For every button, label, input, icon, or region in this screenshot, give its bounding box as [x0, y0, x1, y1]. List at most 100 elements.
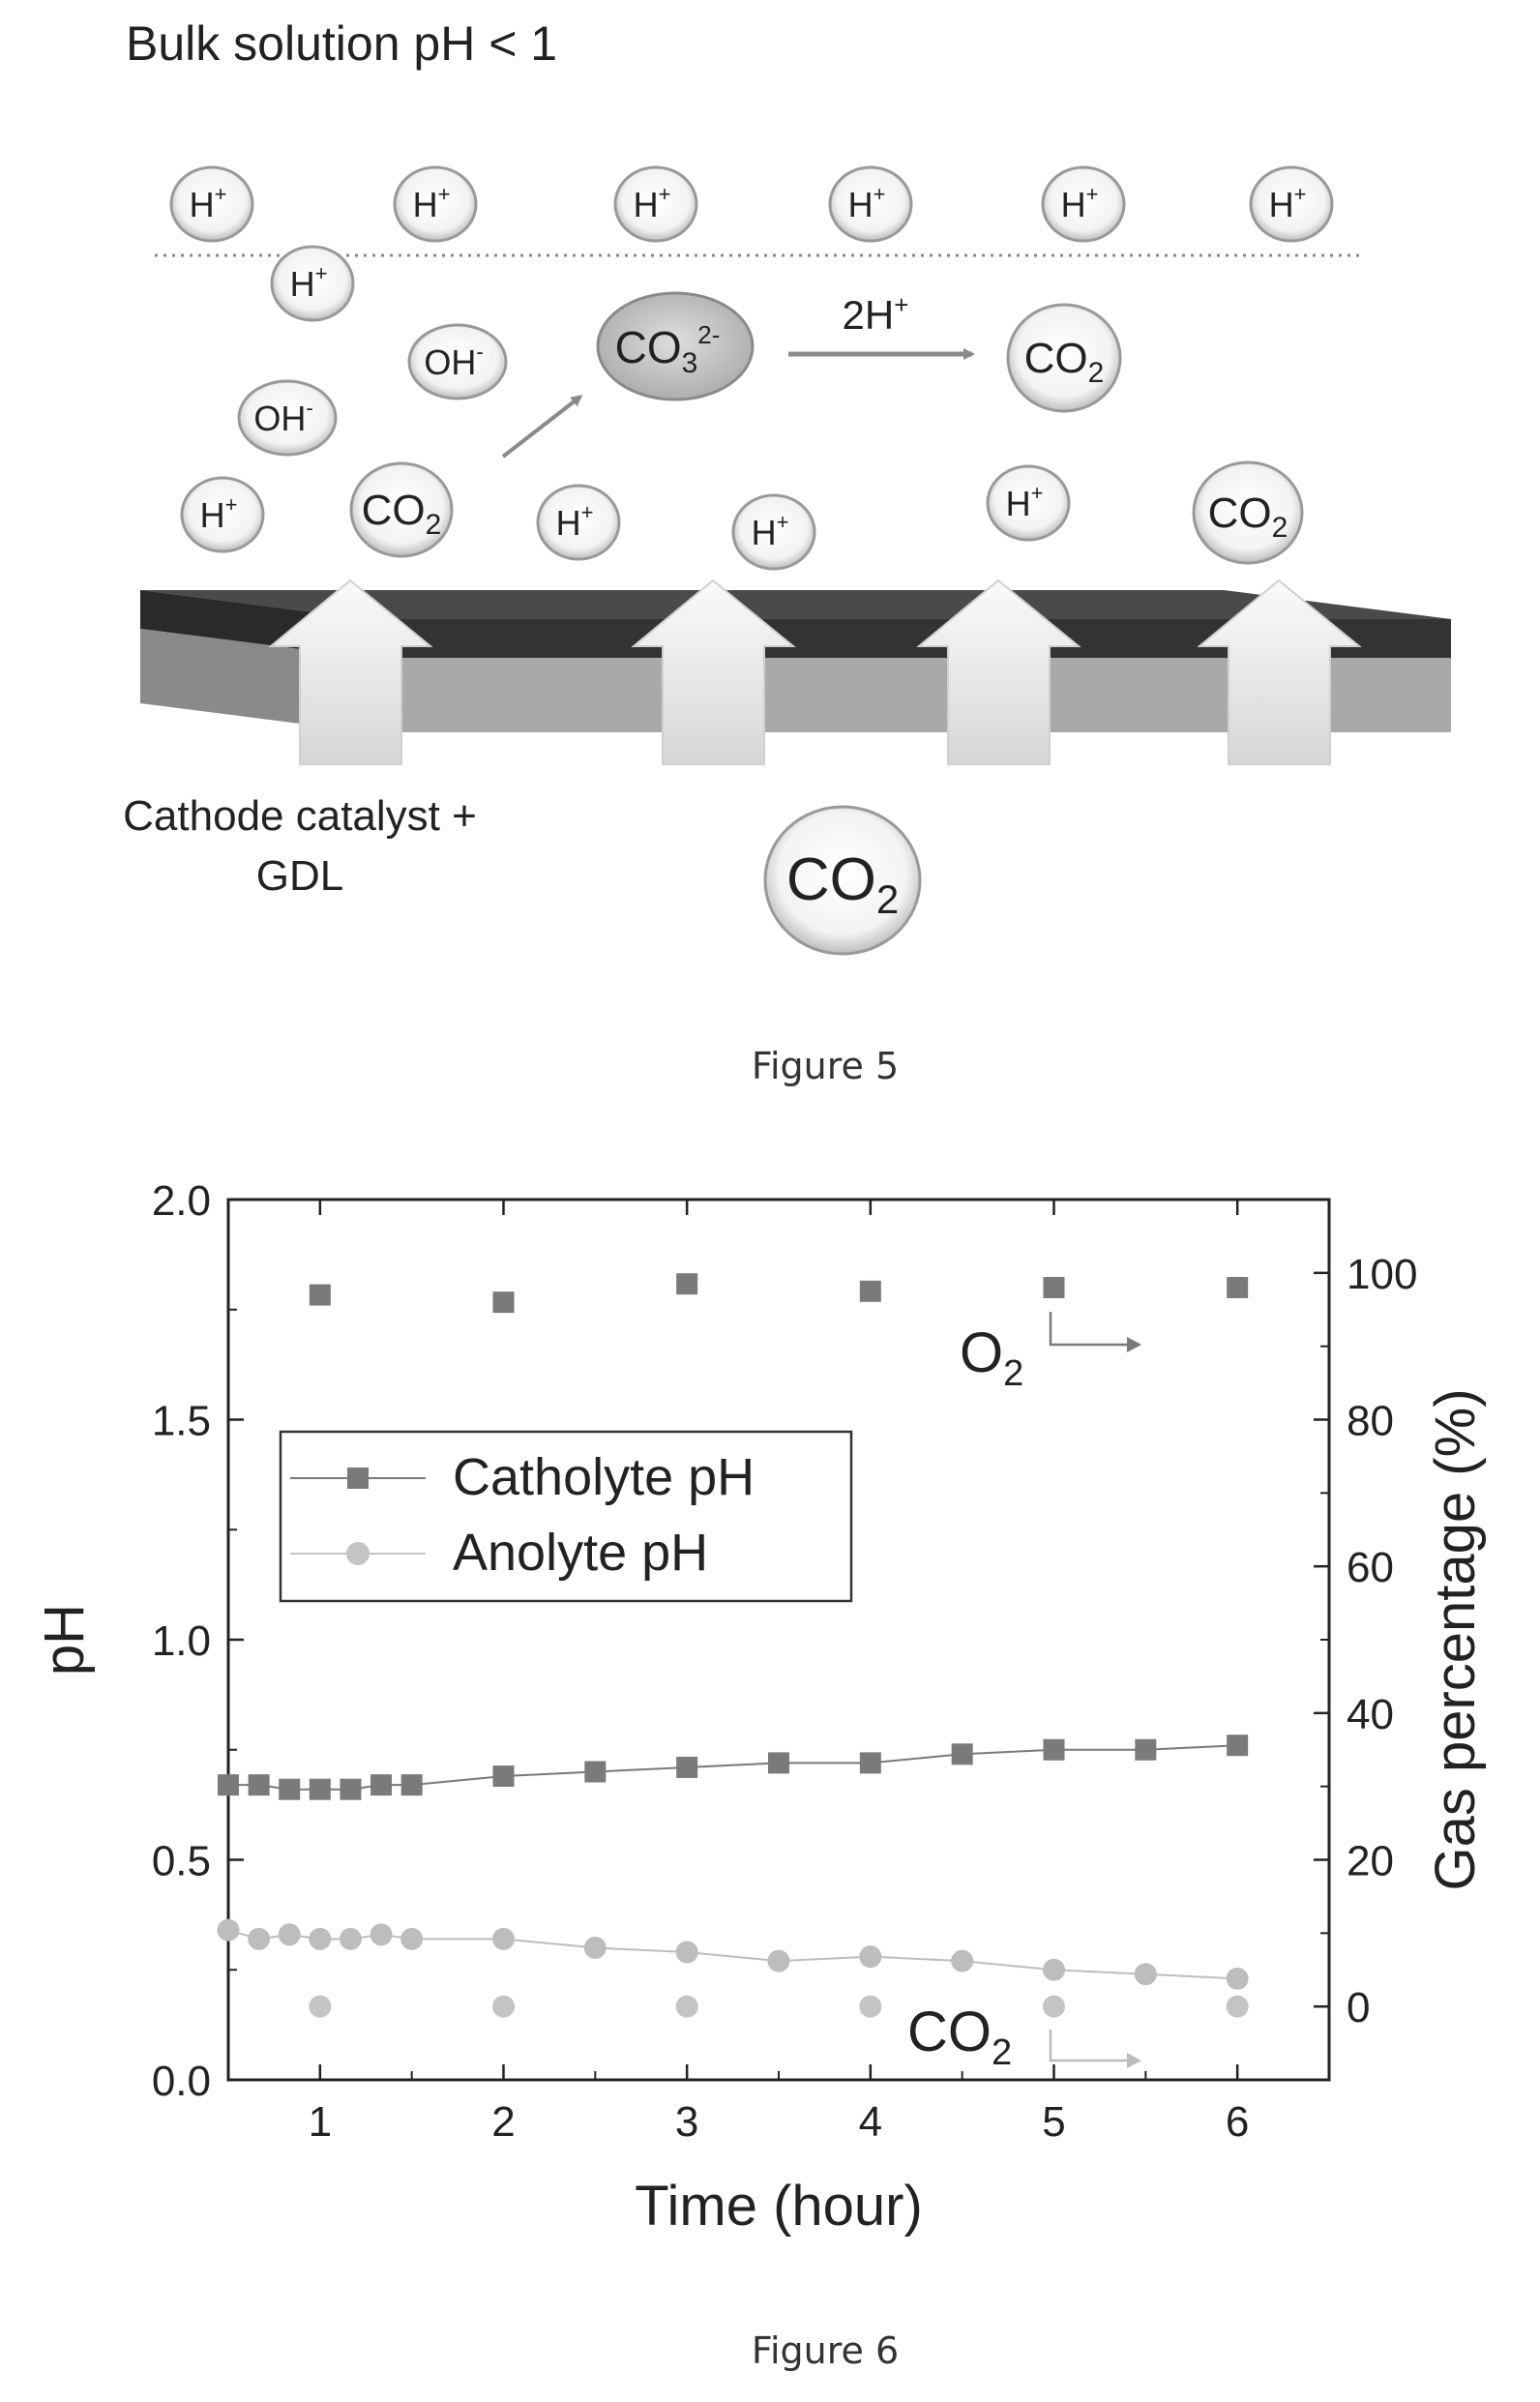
data-point	[1134, 1963, 1157, 1986]
data-point	[675, 1941, 698, 1964]
cathode-label-line2: GDL	[256, 852, 343, 900]
co2-molecule: CO2	[1006, 303, 1122, 413]
series-anolyte-ph	[217, 1918, 1249, 1990]
data-point	[859, 1945, 882, 1969]
svg-text:H+: H+	[290, 261, 328, 304]
gdl-layer-side	[368, 658, 1451, 732]
series-catholyte-ph	[218, 1735, 1249, 1800]
svg-text:H+: H+	[1061, 182, 1099, 224]
catalyst-layer-side	[368, 619, 1451, 658]
y2-tick-label: 20	[1347, 1838, 1394, 1885]
legend-catholyte-marker	[347, 1468, 369, 1489]
x-tick-label: 2	[491, 2098, 515, 2146]
proton-ion: H+	[731, 493, 816, 571]
data-point	[248, 1927, 271, 1950]
y-tick-label: 0.5	[152, 1838, 211, 1885]
x-tick-label: 3	[675, 2098, 698, 2146]
svg-text:CO2: CO2	[1208, 489, 1288, 544]
co2-molecule: CO2	[763, 805, 922, 956]
data-point	[400, 1927, 424, 1950]
y2-axis-label: Gas percentage (%)	[1424, 1388, 1487, 1890]
legend-anolyte-marker	[346, 1542, 370, 1565]
proton-ion: H+	[180, 476, 265, 553]
figure-5-caption: Figure 5	[752, 1045, 899, 1087]
o2-axis-arrow	[1049, 1312, 1127, 1347]
data-point	[1227, 1735, 1249, 1757]
co2-supply-arrow	[1197, 578, 1362, 765]
bulk-solution-label: Bulk solution pH < 1	[126, 16, 557, 71]
co2-to-carbonate-arrow	[501, 395, 583, 459]
svg-text:CO2: CO2	[362, 487, 442, 541]
proton-ion: H+	[986, 464, 1071, 542]
proton-group: H+ H+ H+ H+ H+ H+ H+ H+ H+ H+ H+	[169, 165, 1334, 571]
x-tick-label: 1	[309, 2098, 332, 2146]
svg-text:H+: H+	[413, 182, 451, 224]
y-tick-label: 0.0	[152, 2058, 211, 2105]
data-point	[492, 1291, 515, 1314]
data-point	[584, 1761, 607, 1783]
data-point	[218, 1774, 239, 1796]
data-point	[309, 1778, 331, 1800]
figure-5: Bulk solution pH < 1	[123, 16, 1451, 1087]
co2-supply-arrow	[268, 578, 433, 765]
y2-tick-label: 100	[1347, 1251, 1417, 1298]
svg-text:CO32-: CO32-	[615, 320, 721, 379]
data-point	[400, 1774, 423, 1796]
hydroxide-ion: OH-	[407, 323, 508, 400]
y2-tick-label: 60	[1347, 1544, 1394, 1591]
figure-6-chart: 1 2 3 4 5 6 0.0 0.5 1.0 1.5 2.0 0 20 40 60 80 100 Time (h…	[33, 1177, 1487, 2372]
data-point	[675, 1995, 698, 2018]
y-tick-label: 2.0	[152, 1177, 211, 1225]
plot-frame	[226, 1198, 1331, 2082]
data-point	[859, 1752, 881, 1774]
o2-label: O2	[960, 1321, 1023, 1394]
svg-text:CO2: CO2	[786, 846, 899, 922]
co2-molecule: CO2	[1192, 460, 1304, 565]
x-axis-label: Time (hour)	[635, 2175, 923, 2238]
co2-label: CO2	[907, 2001, 1012, 2073]
y-tick-label: 1.5	[152, 1398, 211, 1445]
proton-ion: H+	[169, 165, 254, 243]
data-point	[370, 1923, 393, 1946]
legend-anolyte-label: Anolyte pH	[453, 1524, 708, 1582]
proton-ion: H+	[1041, 165, 1126, 243]
hydroxide-ion: OH-	[237, 379, 338, 457]
proton-ion: H+	[536, 484, 621, 561]
proton-ion: H+	[613, 165, 698, 243]
data-point	[279, 1778, 301, 1800]
co2-annotation: CO2	[907, 2001, 1141, 2073]
co2-supply-arrows	[268, 578, 1362, 765]
data-point	[768, 1752, 789, 1774]
y2-tick-label: 80	[1347, 1398, 1394, 1445]
proton-ion: H+	[1249, 165, 1334, 243]
data-point	[1043, 1995, 1065, 2018]
proton-ion: H+	[393, 165, 478, 243]
x-tick-label: 4	[859, 2098, 882, 2146]
data-point	[278, 1923, 301, 1946]
data-point	[767, 1949, 790, 1972]
legend-box	[279, 1430, 853, 1603]
y-tick-label: 1.0	[152, 1617, 211, 1665]
legend: Catholyte pH Anolyte pH	[279, 1430, 853, 1603]
data-point	[951, 1949, 974, 1972]
axes: 1 2 3 4 5 6 0.0 0.5 1.0 1.5 2.0 0 20 40 60 80 100 Time (h…	[33, 1177, 1487, 2238]
data-point	[248, 1774, 270, 1796]
data-point	[1226, 1995, 1249, 2018]
data-point	[1135, 1738, 1157, 1761]
x-tick-label: 6	[1226, 2098, 1249, 2146]
catalyst-layer-top	[140, 590, 1451, 619]
data-point	[339, 1927, 362, 1950]
svg-text:OH-: OH-	[424, 340, 483, 382]
hydroxide-group: OH- OH-	[237, 323, 508, 457]
data-point	[676, 1756, 698, 1778]
svg-text:H+: H+	[848, 182, 886, 224]
data-point	[859, 1995, 882, 2018]
data-point	[951, 1743, 973, 1765]
y2-tick-label: 0	[1347, 1984, 1370, 2031]
x-tick-label: 5	[1042, 2098, 1065, 2146]
co2-supply-arrow	[916, 578, 1081, 765]
data-point	[1227, 1277, 1249, 1298]
co2-supply-arrow	[631, 578, 796, 765]
svg-text:H+: H+	[752, 510, 789, 552]
data-point	[676, 1273, 698, 1295]
